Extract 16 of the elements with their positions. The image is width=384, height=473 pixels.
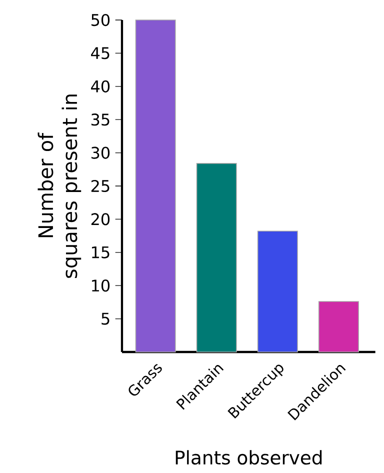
- x-axis-title: Plants observed: [176, 450, 322, 465]
- bar: [257, 230, 298, 352]
- y-tick-label: 45: [91, 47, 110, 60]
- y-tick-label: 25: [91, 180, 110, 192]
- y-tick-label: 50: [91, 14, 110, 26]
- y-tick-label: 35: [91, 114, 110, 126]
- y-tick-label: 30: [91, 146, 110, 159]
- bar: [196, 163, 237, 352]
- y-tick-label: 15: [92, 246, 110, 258]
- y-tick-label: 40: [91, 80, 110, 92]
- bar: [318, 301, 359, 352]
- y-tick-label: 20: [91, 213, 110, 226]
- y-tick-label: 5: [102, 312, 110, 325]
- bar: [135, 20, 176, 352]
- y-axis-title: Number of squares present in: [38, 94, 82, 278]
- y-tick-label: 10: [92, 280, 110, 292]
